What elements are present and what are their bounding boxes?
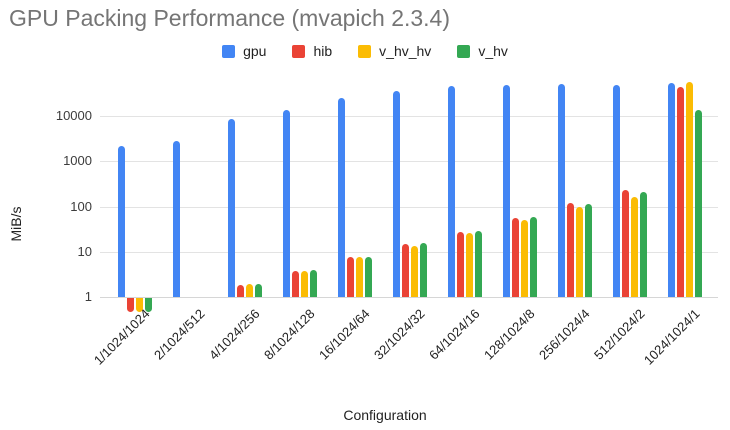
bar-v_hv-64-1024-16[interactable]	[475, 230, 482, 297]
legend-swatch-gpu-icon	[222, 44, 236, 58]
bar-v_hv_hv-256-1024-4[interactable]	[576, 206, 583, 297]
bar-v_hv_hv-512-1024-2[interactable]	[631, 197, 638, 297]
bar-v_hv_hv-4-1024-256[interactable]	[246, 284, 253, 297]
bar-gpu-16-1024-64[interactable]	[338, 98, 345, 297]
y-axis-title: MiB/s	[8, 206, 24, 242]
bar-hib-512-1024-2[interactable]	[622, 189, 629, 297]
gridline	[100, 116, 718, 117]
y-axis-tick-label: 1000	[63, 153, 92, 168]
bar-gpu-4-1024-256[interactable]	[228, 119, 235, 297]
bar-gpu-32-1024-32[interactable]	[393, 90, 400, 297]
legend-item-v_hv[interactable]: v_hv	[457, 43, 508, 59]
legend: gpu hib v_hv_hv v_hv	[0, 43, 730, 59]
chart-title: GPU Packing Performance (mvapich 2.3.4)	[9, 5, 451, 31]
legend-swatch-v_hv_hv-icon	[358, 44, 372, 58]
bar-v_hv_hv-16-1024-64[interactable]	[356, 256, 363, 297]
legend-label-v_hv: v_hv	[478, 43, 508, 59]
x-axis-tick-label: 16/1024/64	[315, 306, 373, 363]
x-axis-tick-label: 512/1024/2	[590, 306, 648, 363]
bar-gpu-64-1024-16[interactable]	[448, 86, 455, 297]
gridline	[100, 207, 718, 208]
gridline	[100, 161, 718, 162]
x-axis-tick-label: 8/1024/128	[260, 306, 318, 363]
bar-v_hv_hv-32-1024-32[interactable]	[411, 245, 418, 297]
x-axis-tick-label: 1024/1024/1	[640, 306, 703, 368]
bar-hib-1024-1024-1[interactable]	[677, 87, 684, 297]
legend-swatch-hib-icon	[292, 44, 306, 58]
x-axis-tick-label: 256/1024/4	[535, 306, 593, 363]
bar-gpu-8-1024-128[interactable]	[283, 110, 290, 297]
bar-v_hv_hv-8-1024-128[interactable]	[301, 270, 308, 297]
bar-v_hv-16-1024-64[interactable]	[365, 256, 372, 297]
y-axis-tick-label: 10	[77, 244, 92, 259]
legend-swatch-v_hv-icon	[457, 44, 471, 58]
bar-gpu-256-1024-4[interactable]	[558, 84, 565, 297]
bar-hib-32-1024-32[interactable]	[402, 243, 409, 297]
legend-item-gpu[interactable]: gpu	[222, 43, 266, 59]
x-axis-tick-label: 1/1024/1024	[90, 306, 153, 368]
bar-v_hv-4-1024-256[interactable]	[255, 284, 262, 297]
legend-label-gpu: gpu	[243, 43, 267, 59]
legend-label-hib: hib	[313, 43, 333, 59]
bar-v_hv-1024-1024-1[interactable]	[695, 110, 702, 297]
y-axis-tick-label: 100	[70, 199, 92, 214]
x-axis-tick-label: 2/1024/512	[150, 306, 208, 363]
gridline	[100, 252, 718, 253]
bar-v_hv_hv-1024-1024-1[interactable]	[686, 82, 693, 297]
y-axis-tick-label: 10000	[55, 108, 92, 123]
bar-gpu-1-1024-1024[interactable]	[118, 145, 125, 297]
gridline	[100, 297, 718, 298]
legend-item-hib[interactable]: hib	[292, 43, 332, 59]
bar-gpu-2-1024-512[interactable]	[173, 141, 180, 297]
bar-v_hv-512-1024-2[interactable]	[640, 191, 647, 297]
y-axis-tick-label: 1	[84, 289, 92, 304]
bar-hib-64-1024-16[interactable]	[457, 232, 464, 297]
bar-hib-128-1024-8[interactable]	[512, 217, 519, 297]
bar-v_hv_hv-128-1024-8[interactable]	[521, 220, 528, 297]
bar-hib-8-1024-128[interactable]	[292, 270, 299, 297]
legend-label-v_hv_hv: v_hv_hv	[379, 43, 432, 59]
bar-v_hv_hv-64-1024-16[interactable]	[466, 233, 473, 297]
bar-hib-256-1024-4[interactable]	[567, 203, 574, 297]
bar-hib-16-1024-64[interactable]	[347, 256, 354, 297]
x-axis-tick-label: 128/1024/8	[480, 306, 538, 363]
bar-hib-4-1024-256[interactable]	[237, 284, 244, 297]
legend-item-v_hv_hv[interactable]: v_hv_hv	[358, 43, 431, 59]
x-axis-tick-label: 64/1024/16	[425, 306, 483, 363]
bar-gpu-1024-1024-1[interactable]	[668, 83, 675, 297]
bar-v_hv-1-1024-1024[interactable]	[145, 298, 152, 312]
x-axis-title: Configuration	[343, 407, 427, 423]
bar-v_hv-8-1024-128[interactable]	[310, 270, 317, 297]
x-axis-tick-label: 32/1024/32	[370, 306, 428, 363]
bar-gpu-512-1024-2[interactable]	[613, 85, 620, 297]
bar-v_hv-32-1024-32[interactable]	[420, 243, 427, 297]
bar-hib-1-1024-1024[interactable]	[127, 298, 134, 312]
bar-v_hv-128-1024-8[interactable]	[530, 216, 537, 297]
x-axis-tick-label: 4/1024/256	[205, 306, 263, 363]
bar-v_hv_hv-1-1024-1024[interactable]	[136, 298, 143, 312]
bar-gpu-128-1024-8[interactable]	[503, 85, 510, 297]
bar-v_hv-256-1024-4[interactable]	[585, 203, 592, 297]
